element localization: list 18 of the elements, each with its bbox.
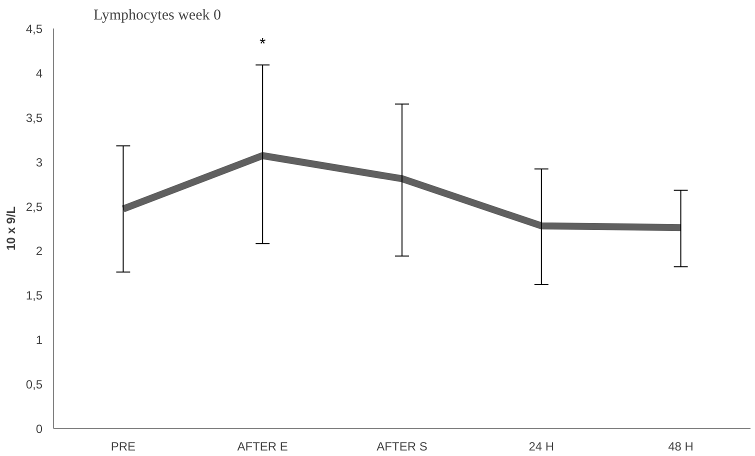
x-tick-label: AFTER S xyxy=(376,440,428,454)
y-tick-label: 2,5 xyxy=(26,200,43,214)
y-tick-label: 4,5 xyxy=(26,22,43,36)
y-tick-label: 1 xyxy=(36,333,43,348)
y-tick-label: 2 xyxy=(36,244,43,258)
x-tick-label: PRE xyxy=(110,440,136,454)
y-axis-title: 10 x 9/L xyxy=(4,206,18,251)
y-tick-label: 4 xyxy=(36,66,43,80)
x-tick-label: 24 H xyxy=(528,440,554,454)
y-tick-label: 1,5 xyxy=(26,288,43,303)
y-tick-label: 3,5 xyxy=(26,110,43,125)
y-tick-label: 0,5 xyxy=(26,378,43,392)
y-tick-label: 3 xyxy=(36,155,43,170)
chart-title: Lymphocytes week 0 xyxy=(94,8,221,24)
x-tick-label: 48 H xyxy=(668,440,694,454)
annotation: * xyxy=(259,36,266,53)
y-tick-label: 0 xyxy=(36,422,43,436)
x-tick-label: AFTER E xyxy=(237,440,288,454)
